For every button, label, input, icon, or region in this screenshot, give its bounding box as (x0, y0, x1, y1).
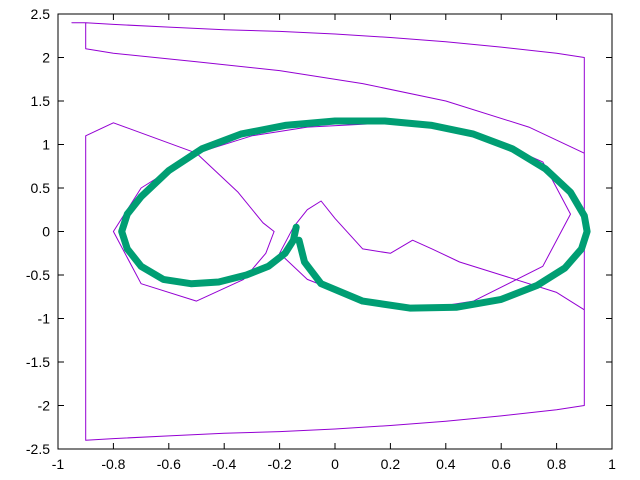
x-tick-label: -0.4 (212, 456, 236, 472)
x-tick-label: 0.4 (436, 456, 456, 472)
y-axis-ticks: 2.5 2 1.5 1 0.5 0 -0.5 -1 -1.5 -2 -2.5 (26, 6, 612, 457)
x-tick-label: -0.2 (268, 456, 292, 472)
y-tick-label: -1.5 (26, 354, 50, 370)
x-tick-label: 1 (608, 456, 616, 472)
y-tick-label: 2 (42, 50, 50, 66)
x-tick-label: -0.8 (101, 456, 125, 472)
y-tick-label: -2.5 (26, 441, 50, 457)
y-tick-label: -1 (38, 311, 51, 327)
series-layer (71, 22, 591, 441)
x-axis-ticks: -1 -0.8 -0.6 -0.4 -0.2 0 0.2 0.4 0.6 0.8 1 (52, 14, 616, 472)
series-line-thick (118, 117, 591, 312)
y-tick-label: -0.5 (26, 267, 50, 283)
y-tick-label: 2.5 (31, 6, 51, 22)
x-tick-label: -1 (52, 456, 65, 472)
x-tick-label: 0.8 (547, 456, 567, 472)
x-tick-label: 0.6 (491, 456, 511, 472)
y-tick-label: 0 (42, 224, 50, 240)
x-tick-label: 0.2 (381, 456, 401, 472)
y-tick-label: 1.5 (31, 93, 51, 109)
y-tick-label: 1 (42, 137, 50, 153)
x-tick-label: -0.6 (157, 456, 181, 472)
y-tick-label: -2 (38, 398, 51, 414)
x-tick-label: 0 (331, 456, 339, 472)
series-line-thin (71, 22, 585, 441)
y-tick-label: 0.5 (31, 180, 51, 196)
